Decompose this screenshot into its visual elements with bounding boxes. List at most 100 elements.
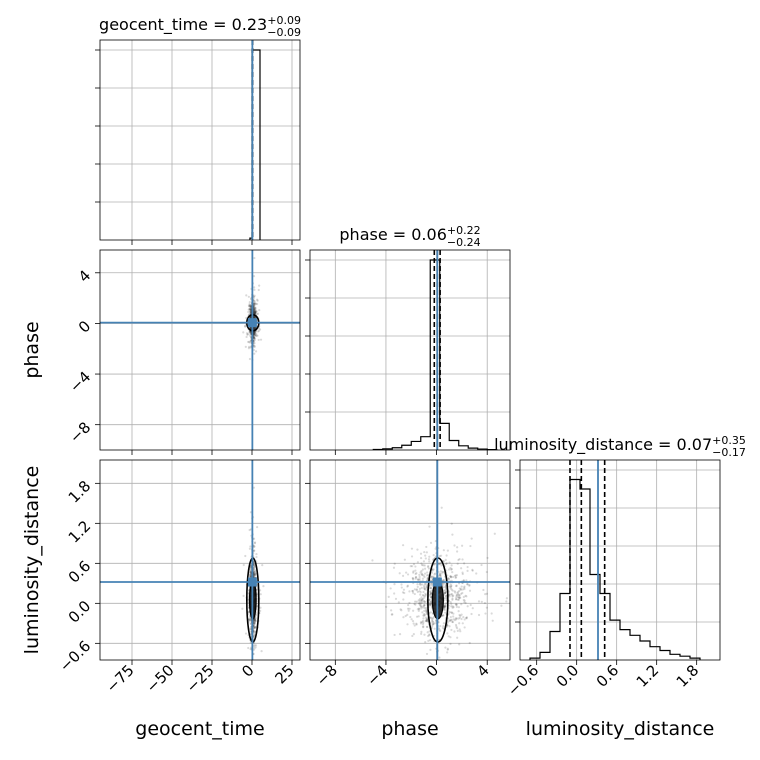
scatter-point [413, 602, 416, 606]
scatter-point [442, 549, 445, 552]
tick-label-x: 0 [423, 661, 442, 680]
scatter-point [245, 335, 248, 339]
scatter-point [464, 594, 467, 597]
scatter-point [410, 547, 414, 550]
scatter-point [255, 555, 258, 559]
scatter-point [426, 620, 429, 623]
tick-label-x: 25 [271, 661, 297, 687]
scatter-point [406, 584, 410, 587]
scatter-point [428, 603, 432, 606]
scatter-point [456, 591, 459, 594]
scatter-point [417, 678, 419, 680]
truth-marker [432, 577, 442, 587]
scatter-point [252, 305, 256, 308]
scatter-point [450, 602, 453, 605]
scatter-point [464, 601, 467, 605]
tick-label-x: −25 [183, 661, 218, 696]
scatter-point [463, 562, 466, 565]
scatter-point [444, 587, 448, 590]
scatter-point [434, 539, 437, 543]
scatter-point [442, 578, 445, 582]
scatter-point [456, 550, 459, 553]
scatter-point [444, 589, 447, 592]
scatter-point [449, 636, 452, 639]
scatter-point [412, 571, 415, 574]
scatter-point [254, 646, 257, 649]
scatter-point [422, 560, 426, 563]
scatter-point [244, 554, 247, 558]
scatter-point [249, 574, 252, 577]
scatter-point [457, 617, 460, 620]
scatter-point [493, 532, 496, 535]
scatter-point [424, 592, 427, 595]
scatter-point [254, 311, 257, 314]
scatter-point [454, 574, 457, 577]
scatter-point [406, 573, 410, 576]
scatter-point [450, 628, 453, 632]
scatter-point [421, 619, 425, 622]
scatter-point [253, 627, 256, 630]
scatter-point [252, 336, 255, 339]
tick-label-y: 1.8 [65, 477, 95, 507]
scatter-point [385, 605, 388, 608]
scatter-point [453, 630, 456, 633]
scatter-point [485, 570, 488, 574]
scatter-point [371, 559, 374, 562]
scatter-point [248, 330, 252, 334]
scatter-point [439, 629, 442, 633]
scatter-point [461, 622, 464, 625]
axis-label-x-phase: phase [381, 718, 438, 740]
scatter-point [254, 619, 257, 622]
scatter-point [249, 617, 252, 620]
scatter-point [441, 626, 445, 629]
scatter-point [259, 606, 262, 609]
scatter-point [430, 592, 433, 595]
scatter-point [414, 600, 417, 603]
scatter-point [410, 565, 414, 568]
scatter-point [434, 572, 437, 575]
scatter-point [253, 345, 256, 349]
scatter-point [425, 574, 429, 577]
scatter-point [249, 332, 252, 335]
scatter-point [249, 647, 252, 651]
scatter-point [456, 629, 459, 632]
scatter-point [248, 305, 251, 308]
scatter-point [415, 615, 419, 618]
scatter-point [466, 565, 469, 569]
truth-marker [247, 577, 257, 587]
scatter-point [253, 621, 256, 625]
scatter-point [249, 575, 252, 578]
scatter-point [527, 599, 529, 601]
scatter-point [443, 604, 446, 607]
scatter-point [468, 589, 472, 592]
scatter-point [455, 593, 458, 597]
scatter-point [262, 585, 265, 588]
scatter-point [425, 652, 429, 656]
scatter-point [431, 618, 434, 622]
scatter-point [471, 569, 474, 572]
scatter-point [421, 623, 425, 626]
scatter-point [423, 575, 426, 579]
scatter-point [431, 624, 434, 628]
scatter-point [419, 583, 422, 586]
scatter-point [442, 614, 445, 617]
scatter-point [465, 595, 468, 598]
panel-frame [99, 459, 301, 661]
scatter-point [423, 609, 426, 612]
scatter-point [455, 584, 458, 587]
scatter-point [253, 311, 257, 314]
scatter-point [254, 644, 258, 647]
scatter-point [429, 593, 432, 597]
scatter-point [253, 644, 256, 647]
scatter-point [252, 315, 256, 319]
scatter-point [414, 603, 417, 606]
scatter-point [450, 588, 453, 591]
scatter-point [429, 591, 433, 595]
scatter-point [444, 595, 448, 598]
scatter-point [400, 586, 403, 589]
scatter-point [500, 604, 503, 607]
scatter-point [252, 310, 255, 313]
scatter-point [390, 613, 393, 616]
scatter-point [253, 327, 256, 330]
